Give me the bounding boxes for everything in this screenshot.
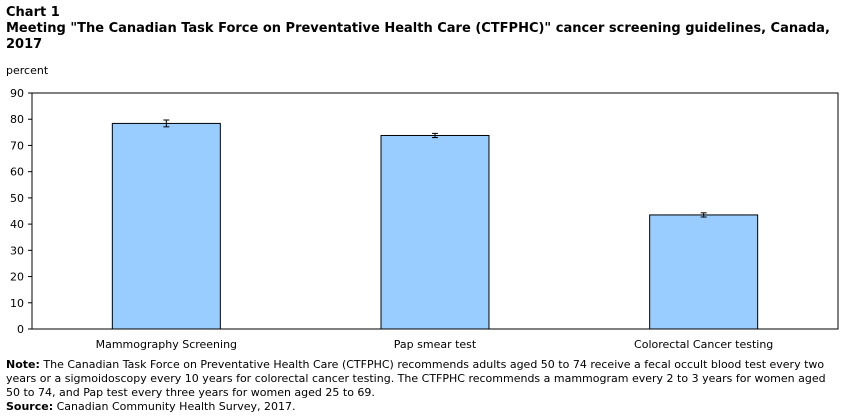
source: Source: Canadian Community Health Survey… [6, 400, 842, 414]
x-tick-label: Mammography Screening [96, 338, 237, 351]
x-axis: Mammography Screening Pap smear test Color… [96, 338, 774, 351]
y-tick-label: 40 [10, 218, 24, 231]
x-tick-label: Pap smear test [394, 338, 477, 351]
bar [111, 122, 221, 330]
error-bars-group [163, 119, 707, 218]
y-tick-label: 80 [10, 113, 24, 126]
chart-title: Meeting "The Canadian Task Force on Prev… [6, 21, 830, 52]
note-text: The Canadian Task Force on Preventative … [6, 358, 826, 399]
y-tick-label: 20 [10, 271, 24, 284]
y-tick-label: 30 [10, 244, 24, 257]
chart-footer: Note: The Canadian Task Force on Prevent… [6, 358, 842, 414]
y-tick-label: 50 [10, 192, 24, 205]
y-tick-label: 60 [10, 166, 24, 179]
bar [649, 214, 759, 330]
chart-number: Chart 1 [6, 5, 60, 20]
source-text: Canadian Community Health Survey, 2017. [56, 400, 296, 413]
y-tick-label: 10 [10, 297, 24, 310]
y-tick-label: 90 [10, 87, 24, 100]
source-label: Source: [6, 400, 54, 413]
y-axis: 0 10 20 30 40 50 60 70 80 90 [10, 87, 32, 336]
plot-frame [31, 92, 839, 330]
note: Note: The Canadian Task Force on Prevent… [6, 358, 842, 400]
x-tick-label: Colorectal Cancer testing [634, 338, 773, 351]
y-axis-unit-label: percent [6, 64, 49, 77]
bar [380, 134, 490, 330]
chart-header: Chart 1 Meeting "The Canadian Task Force… [6, 5, 842, 53]
bars-group [111, 122, 759, 330]
y-tick-label: 70 [10, 139, 24, 152]
note-label: Note: [6, 358, 40, 371]
y-tick-label: 0 [17, 323, 24, 336]
